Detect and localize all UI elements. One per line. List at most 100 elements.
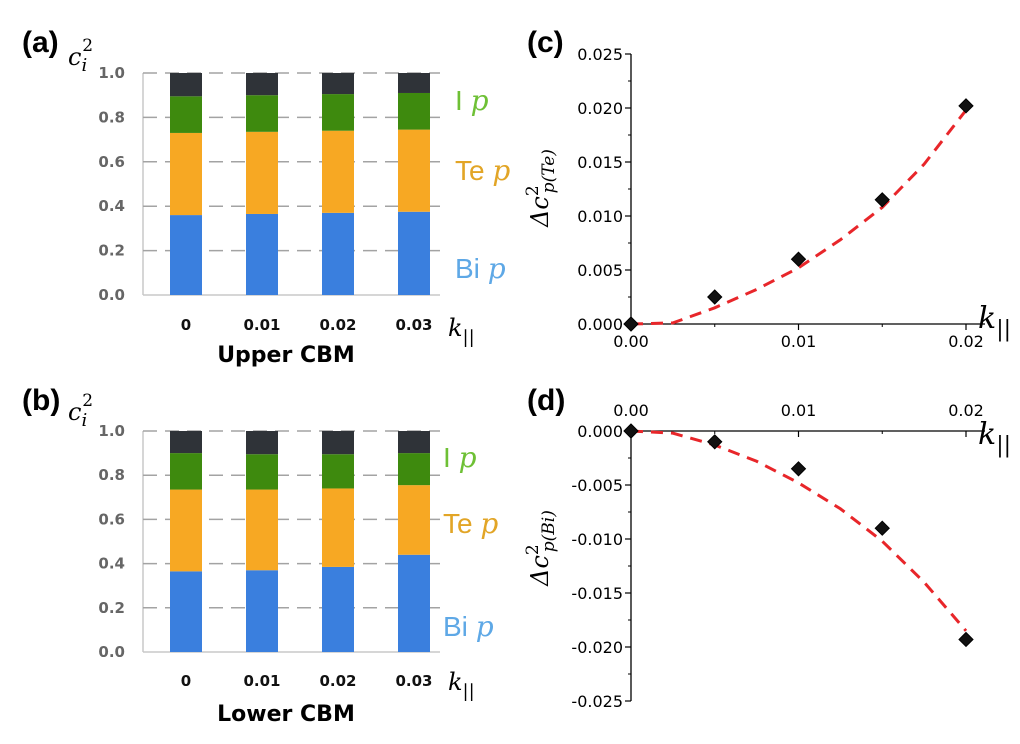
bar-segment-bi-p [170,215,202,295]
bar-segment-te-p [398,485,430,555]
bar-segment-i-p [246,454,278,490]
bar-segment-te-p [170,489,202,572]
x-axis-symbol: k|| [448,314,475,348]
x-tick-label: 0 [181,672,191,690]
chart-delta-te: 0.000 0.005 0.010 0.015 0.020 0.025 0.00 0.01 0.… [523,45,1011,351]
panel-label-c: (c) [527,26,564,59]
fit-curve [630,109,968,326]
x-axis-title: Upper CBM [217,343,355,368]
data-point [707,289,723,305]
component-label: Bi p [455,252,506,285]
y-tick-label: 0.8 [98,466,125,484]
x-tick-label: 0 [181,316,191,334]
y-tick-label: 0.0 [98,286,125,304]
bar-segment-i-p [322,454,354,489]
y-axis-symbol: ci2 [68,391,93,431]
bar-segment-bi-p [322,566,354,652]
x-tick-label: 0.01 [243,672,280,690]
panel-label-a: (a) [22,26,59,59]
y-tick-label: 0.6 [98,510,125,528]
y-tick-label: -0.020 [571,638,623,657]
bar-segment-te-p [322,130,354,213]
bar-segment-i-p [170,453,202,490]
y-tick-label: 0.025 [577,45,623,64]
y-axis-symbol: ci2 [68,36,93,76]
y-tick-label: -0.005 [571,476,623,495]
data-point [874,520,890,536]
bar-segment-bi-p [246,570,278,652]
bar-segment-bi-p [398,211,430,295]
y-tick-label: 0.2 [98,599,125,617]
bar-segment-other [398,431,430,454]
bar-segment-te-p [398,129,430,212]
x-tick-label: 0.00 [613,401,649,420]
bar-segment-bi-p [322,212,354,295]
bar-segment-other [322,431,354,455]
y-tick-label: 0.015 [577,153,623,172]
x-tick-label: 0.03 [395,672,432,690]
x-tick-label: 0.02 [948,401,984,420]
y-tick-label: 0.000 [577,422,623,441]
y-tick-label: -0.025 [571,692,623,711]
bar-segment-bi-p [170,571,202,652]
bar-segment-bi-p [246,213,278,295]
y-tick-label: 0.4 [98,555,125,573]
x-tick-label: 0.01 [781,332,817,351]
data-point [623,316,639,332]
x-tick-label: 0.02 [319,316,356,334]
bar-segment-other [398,73,430,93]
bar-segment-te-p [246,131,278,214]
x-tick-label: 0.03 [395,316,432,334]
y-tick-label: 0.2 [98,242,125,260]
y-tick-label: 0.005 [577,261,623,280]
y-axis-title: Δc2p(Bi) [523,510,559,587]
bar-segment-te-p [246,489,278,571]
y-tick-label: 0.6 [98,153,125,171]
data-point [790,251,807,267]
x-axis-symbol: k|| [978,301,1011,342]
bar-segment-other [322,73,354,95]
chart-upper-cbm: 0.0 0.2 0.4 0.6 0.8 1.0 0 0.01 0.02 0.03 Upper CBM… [68,36,510,368]
y-tick-label: 0.000 [577,315,623,334]
panel-label-d: (d) [527,384,565,417]
y-tick-label: -0.010 [571,530,623,549]
component-label: Te p [455,154,510,187]
data-point [790,461,807,477]
x-axis-title: Lower CBM [217,702,355,727]
bar-segment-other [170,431,202,454]
bar-segment-i-p [322,94,354,131]
x-tick-label: 0.01 [781,401,817,420]
y-axis-title: Δc2p(Te) [523,149,559,228]
bar-segment-i-p [170,96,202,133]
bar-segment-other [246,431,278,455]
y-tick-label: 0.020 [577,99,623,118]
component-label: Bi p [443,610,494,643]
bar-segment-other [170,73,202,97]
bar-segment-i-p [398,92,430,130]
y-tick-label: 0.8 [98,108,125,126]
y-tick-label: 0.0 [98,643,125,661]
component-label: I p [455,84,489,117]
x-axis-symbol: k|| [448,668,475,702]
x-tick-label: 0.02 [948,332,984,351]
x-axis-symbol: k|| [978,417,1011,458]
panel-label-b: (b) [22,384,60,417]
y-tick-label: 1.0 [98,422,125,440]
fit-curve [630,429,968,632]
x-tick-label: 0.00 [613,332,649,351]
y-tick-label: -0.015 [571,584,623,603]
bar-segment-other [246,73,278,96]
x-tick-label: 0.02 [319,672,356,690]
bar-segment-bi-p [398,554,430,652]
data-point [958,631,974,648]
x-tick-label: 0.01 [243,316,280,334]
component-label: Te p [443,507,498,540]
y-tick-label: 1.0 [98,64,125,82]
data-point [623,423,639,439]
bar-segment-i-p [398,453,430,486]
y-tick-label: 0.4 [98,197,125,215]
data-point [874,192,890,208]
component-label: I p [443,441,477,474]
data-point [958,98,974,114]
